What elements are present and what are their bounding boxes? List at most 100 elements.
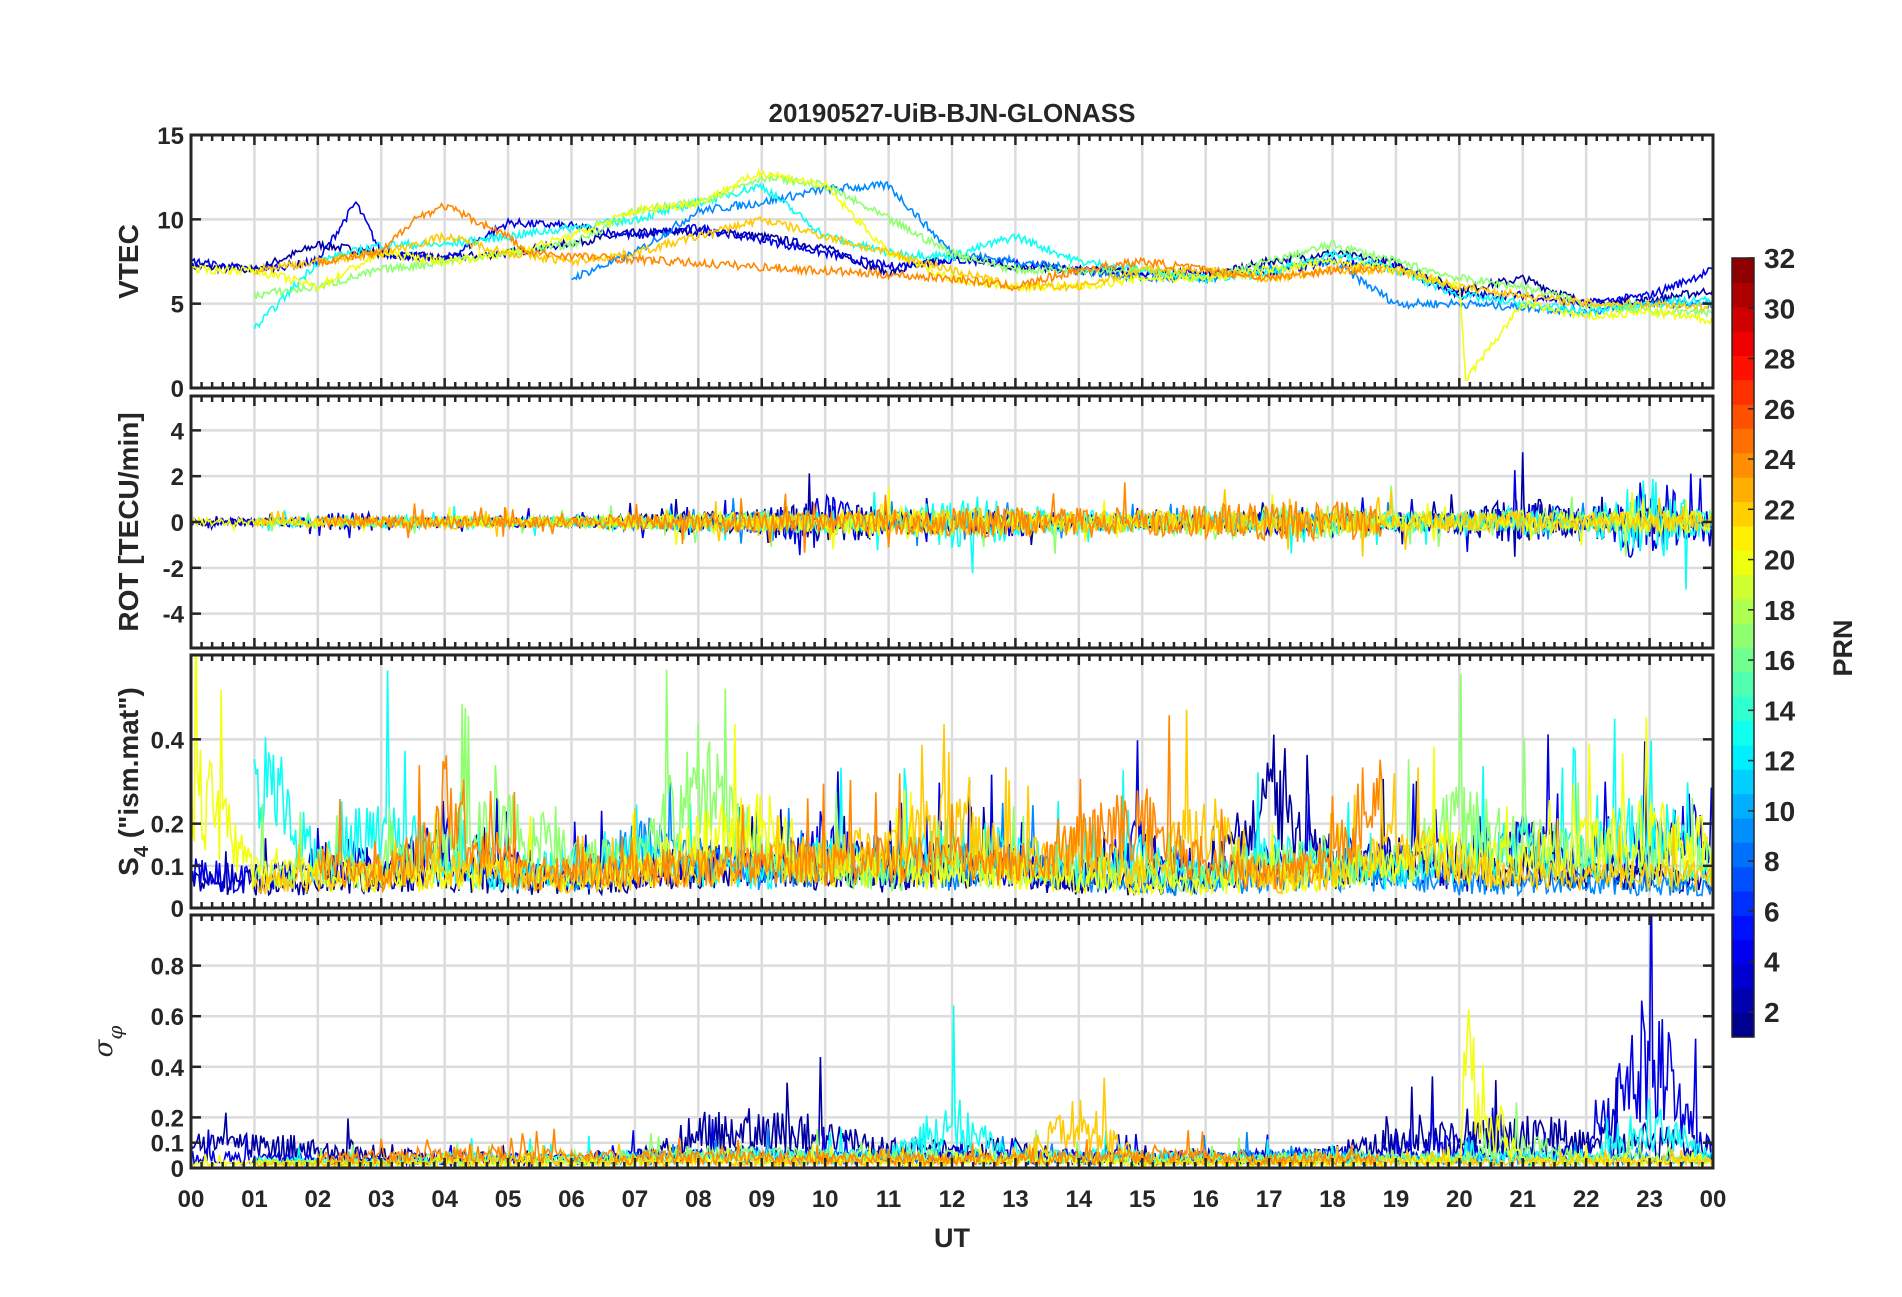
colorbar-tick-label: 16 xyxy=(1764,645,1795,676)
series-line-prn-22 xyxy=(253,709,1713,896)
colorbar-frame xyxy=(1731,257,1755,1038)
x-axis-label: UT xyxy=(934,1223,970,1253)
x-tick-label: 03 xyxy=(368,1186,395,1213)
colorbar-swatch xyxy=(1732,939,1754,965)
y-tick-label: 0.2 xyxy=(151,812,184,839)
panel-rot: -4 -2 0 2 4 ROT [TECU/min] xyxy=(113,394,1715,650)
colorbar-swatch xyxy=(1732,306,1754,332)
colorbar-swatch xyxy=(1732,331,1754,356)
colorbar-swatch xyxy=(1732,501,1754,527)
y-label-rest: ("ism.mat") xyxy=(113,687,144,846)
series-line-prn-22 xyxy=(253,216,1713,311)
x-tick-label: 00 xyxy=(1700,1186,1727,1213)
colorbar-tick-label: 6 xyxy=(1764,896,1780,927)
colorbar-swatch xyxy=(1732,404,1754,430)
x-tick-label: 13 xyxy=(1002,1186,1029,1213)
y-axis-label: ROT [TECU/min] xyxy=(113,412,144,631)
colorbar-swatch xyxy=(1732,258,1754,283)
colorbar-swatch xyxy=(1732,866,1754,892)
colorbar-swatch xyxy=(1732,452,1754,478)
colorbar-swatch xyxy=(1732,525,1754,551)
y-tick-label: 15 xyxy=(157,123,184,150)
x-tick-label: 08 xyxy=(685,1186,712,1213)
colorbar-tick-label: 20 xyxy=(1764,545,1795,576)
colorbar-tick-label: 2 xyxy=(1764,997,1780,1028)
colorbar-swatch xyxy=(1732,671,1754,697)
colorbar-tick-label: 24 xyxy=(1764,444,1796,475)
y-tick-label: 4 xyxy=(171,418,185,445)
series-group xyxy=(191,452,1713,590)
y-tick-label: 0.8 xyxy=(151,954,184,981)
colorbar-swatch xyxy=(1732,915,1754,941)
y-label-sub: 4 xyxy=(131,845,153,857)
x-tick-label: 00 xyxy=(178,1186,205,1213)
y-axis-label: S4 ("ism.mat") xyxy=(113,687,153,876)
colorbar-tick-label: 22 xyxy=(1764,494,1795,525)
series-line-prn-13 xyxy=(253,182,1713,330)
colorbar-swatch xyxy=(1732,842,1754,868)
colorbar-swatch xyxy=(1732,647,1754,673)
x-tick-label: 20 xyxy=(1446,1186,1473,1213)
colorbar-swatch xyxy=(1732,817,1754,843)
x-tick-label: 18 xyxy=(1319,1186,1346,1213)
colorbar-label: PRN xyxy=(1828,619,1858,676)
colorbar-swatch xyxy=(1732,379,1754,405)
colorbar-swatch xyxy=(1732,720,1754,746)
colorbar-tick-label: 32 xyxy=(1764,243,1795,274)
x-tick-label: 11 xyxy=(876,1186,901,1213)
y-tick-label: -2 xyxy=(163,556,184,583)
x-tick-label: 09 xyxy=(748,1186,775,1213)
x-tick-label: 07 xyxy=(622,1186,649,1213)
y-axis-label: σφ xyxy=(89,1026,127,1058)
series-line-prn-24 xyxy=(317,482,1383,553)
y-tick-label: 0.6 xyxy=(151,1004,184,1031)
x-tick-label: 12 xyxy=(939,1186,966,1213)
series-line-prn-17 xyxy=(253,669,1713,893)
y-tick-label: 0 xyxy=(171,1156,184,1183)
colorbar-swatch xyxy=(1732,428,1754,454)
x-tick-label: 04 xyxy=(431,1186,458,1213)
colorbar-swatch xyxy=(1732,988,1754,1014)
panel-sigma: 00.10.2 0.4 0.6 0.8 σφ xyxy=(89,913,1715,1183)
y-axis-label: VTEC xyxy=(113,224,144,299)
colorbar-swatch xyxy=(1732,598,1754,624)
panel-vtec: 0 5 10 15 VTEC xyxy=(113,123,1715,403)
x-tick-label: 19 xyxy=(1383,1186,1410,1213)
colorbar-swatch xyxy=(1732,769,1754,795)
y-label-main: S xyxy=(113,857,144,876)
colorbar-tick-label: 28 xyxy=(1764,344,1795,375)
chart-title: 20190527-UiB-BJN-GLONASS xyxy=(768,98,1135,128)
colorbar-swatch xyxy=(1732,477,1754,503)
colorbar-tick-label: 4 xyxy=(1764,947,1780,978)
series-line-prn-20 xyxy=(191,655,1713,897)
colorbar-swatch xyxy=(1732,1012,1754,1038)
x-tick-label: 01 xyxy=(241,1186,268,1213)
y-tick-label: 0.1 xyxy=(151,1131,184,1158)
y-tick-label: 0 xyxy=(171,896,184,923)
y-tick-label: -4 xyxy=(163,602,185,629)
y-tick-label: 5 xyxy=(171,292,184,319)
x-tick-label: 10 xyxy=(812,1186,839,1213)
y-tick-label: 2 xyxy=(171,464,184,491)
x-tick-label: 23 xyxy=(1636,1186,1663,1213)
colorbar-swatch xyxy=(1732,623,1754,649)
y-tick-label: 0.4 xyxy=(151,727,185,754)
y-tick-label: 0.2 xyxy=(151,1105,184,1132)
colorbar-swatch xyxy=(1732,744,1754,770)
x-tick-label: 14 xyxy=(1065,1186,1092,1213)
y-label-sub: φ xyxy=(103,1026,127,1040)
series-group xyxy=(191,167,1713,382)
series-line-prn-20 xyxy=(191,167,1713,382)
colorbar-swatch xyxy=(1732,793,1754,819)
y-tick-label: 0 xyxy=(171,376,184,403)
y-tick-label: 0 xyxy=(171,510,184,537)
colorbar-swatch xyxy=(1732,963,1754,989)
x-tick-label: 22 xyxy=(1573,1186,1600,1213)
series-group xyxy=(191,655,1713,898)
colorbar-tick-label: 26 xyxy=(1764,394,1795,425)
colorbar-tick-label: 14 xyxy=(1764,695,1796,726)
colorbar-tick-label: 12 xyxy=(1764,746,1795,777)
y-label-main: σ xyxy=(89,1038,119,1057)
